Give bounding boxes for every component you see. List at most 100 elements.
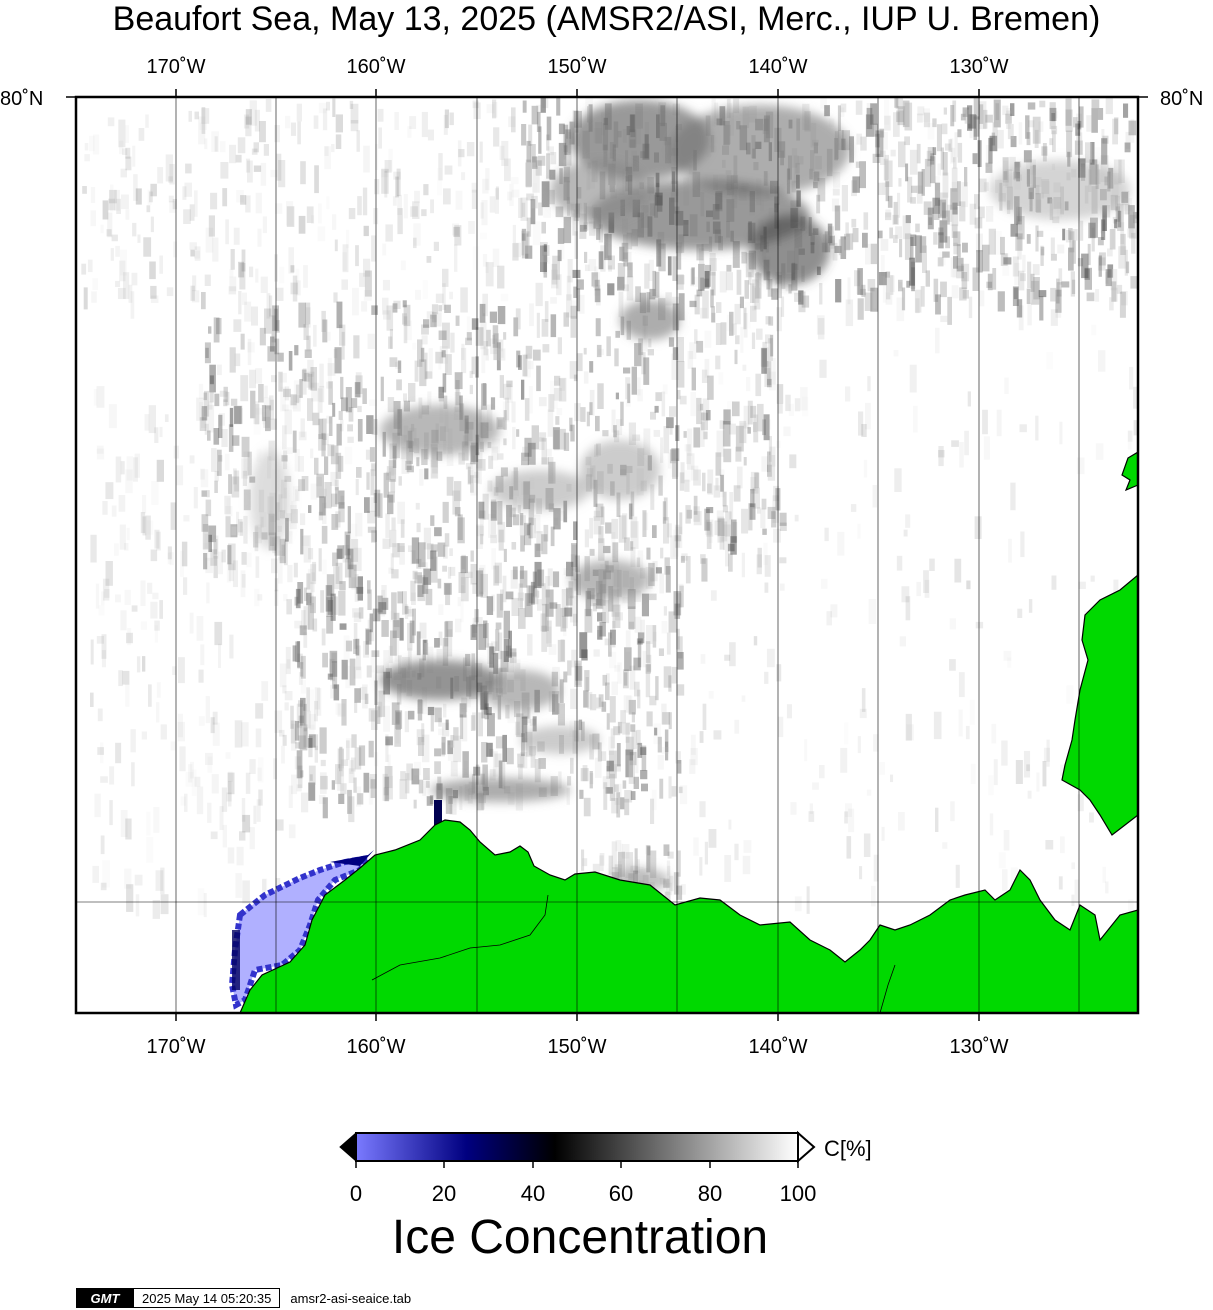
ice-cell bbox=[98, 605, 105, 616]
ice-cell bbox=[145, 515, 151, 540]
ice-cell bbox=[1036, 772, 1040, 792]
ice-cell bbox=[460, 577, 469, 602]
ice-cell bbox=[570, 554, 578, 581]
ice-cell bbox=[497, 265, 505, 289]
ice-cell bbox=[472, 246, 480, 270]
ice-cell bbox=[885, 271, 891, 278]
ice-cell bbox=[730, 543, 735, 550]
ice-cell bbox=[1060, 764, 1065, 776]
ice-cell bbox=[914, 289, 922, 313]
ice-cell bbox=[881, 826, 885, 841]
ice-cell bbox=[449, 112, 454, 126]
ice-cell bbox=[753, 414, 759, 443]
ice-cell bbox=[651, 789, 657, 811]
ice-cell bbox=[243, 451, 251, 477]
ice-cell bbox=[173, 241, 177, 258]
ice-cell bbox=[291, 774, 298, 795]
ice-cell bbox=[894, 98, 899, 108]
ice-cell bbox=[298, 715, 304, 724]
ice-cell bbox=[794, 292, 802, 302]
ice-cell bbox=[414, 572, 422, 584]
ice-cell bbox=[625, 630, 631, 652]
ice-cell bbox=[288, 531, 293, 544]
ice-cell bbox=[425, 780, 430, 788]
ice-cell bbox=[168, 195, 174, 203]
ice-cell bbox=[339, 324, 346, 346]
ice-cell bbox=[234, 353, 241, 367]
ice-cell bbox=[729, 423, 736, 435]
ice-cell bbox=[386, 305, 394, 331]
ice-cell bbox=[298, 735, 306, 749]
ice-cell bbox=[630, 521, 639, 549]
ice-cell bbox=[216, 318, 222, 335]
ice-cell bbox=[304, 349, 312, 358]
low-concentration-ice bbox=[228, 800, 442, 1010]
ice-cell bbox=[381, 589, 386, 617]
ice-cell bbox=[819, 765, 825, 779]
ice-cell bbox=[228, 424, 234, 452]
ice-cell bbox=[427, 706, 435, 716]
ice-cell bbox=[355, 512, 363, 537]
ice-cell bbox=[1015, 233, 1023, 251]
ice-cell bbox=[136, 656, 141, 673]
ice-cell bbox=[871, 885, 876, 907]
ice-cell bbox=[1091, 324, 1097, 336]
ice-cell bbox=[234, 405, 243, 424]
ice-cell bbox=[1105, 272, 1109, 284]
ice-cell bbox=[491, 446, 499, 461]
ice-cell bbox=[764, 555, 771, 577]
ice-cell bbox=[796, 190, 801, 207]
ice-cell bbox=[132, 222, 137, 237]
ice-cell bbox=[169, 164, 175, 185]
ice-cell bbox=[405, 460, 412, 470]
ice-cell bbox=[353, 777, 357, 793]
ice-cell bbox=[828, 226, 834, 235]
ice-cell bbox=[1050, 287, 1057, 302]
ice-cell bbox=[156, 702, 160, 723]
ice-cell bbox=[426, 311, 435, 319]
ice-cell bbox=[310, 582, 314, 610]
ice-cell bbox=[292, 275, 298, 302]
ice-cell bbox=[297, 582, 304, 604]
ice-cell bbox=[704, 330, 712, 348]
ice-cell bbox=[152, 900, 160, 919]
ice-cell bbox=[704, 358, 710, 378]
ice-cell bbox=[732, 401, 740, 417]
ice-cell bbox=[528, 498, 535, 526]
ice-cell bbox=[668, 675, 672, 692]
ice-cell bbox=[857, 736, 861, 754]
ice-cell bbox=[1098, 255, 1102, 277]
ice-cell bbox=[422, 780, 426, 796]
ice-cell bbox=[953, 157, 957, 169]
ice-cell bbox=[377, 706, 381, 724]
ice-cell bbox=[351, 757, 356, 772]
ice-cell bbox=[100, 742, 104, 764]
ice-cell bbox=[1007, 657, 1012, 668]
ice-cell bbox=[705, 410, 711, 421]
ice-cell bbox=[615, 840, 622, 852]
ice-cell bbox=[355, 372, 362, 398]
ice-cell bbox=[743, 307, 747, 330]
ice-cell bbox=[423, 184, 429, 196]
ice-cell bbox=[861, 688, 866, 712]
ice-cell bbox=[331, 144, 335, 153]
ice-cell bbox=[160, 894, 169, 915]
ice-cell bbox=[295, 588, 301, 609]
ice-cell bbox=[218, 455, 223, 462]
ice-cell bbox=[100, 835, 105, 855]
ice-cell bbox=[191, 769, 197, 796]
ice-cell bbox=[156, 682, 161, 698]
ice-cell bbox=[90, 210, 96, 227]
ice-cell bbox=[865, 243, 870, 265]
ice-cell bbox=[276, 287, 284, 301]
ice-cell bbox=[301, 369, 307, 382]
ice-cell bbox=[330, 471, 338, 486]
ice-cell bbox=[640, 747, 647, 755]
ice-cell bbox=[334, 239, 338, 252]
ice-cell bbox=[740, 326, 744, 353]
ice-cell bbox=[363, 225, 369, 237]
ice-cell bbox=[437, 168, 442, 196]
ice-cell bbox=[461, 554, 466, 574]
ice-cell bbox=[388, 645, 393, 664]
ice-cell bbox=[1070, 271, 1075, 297]
